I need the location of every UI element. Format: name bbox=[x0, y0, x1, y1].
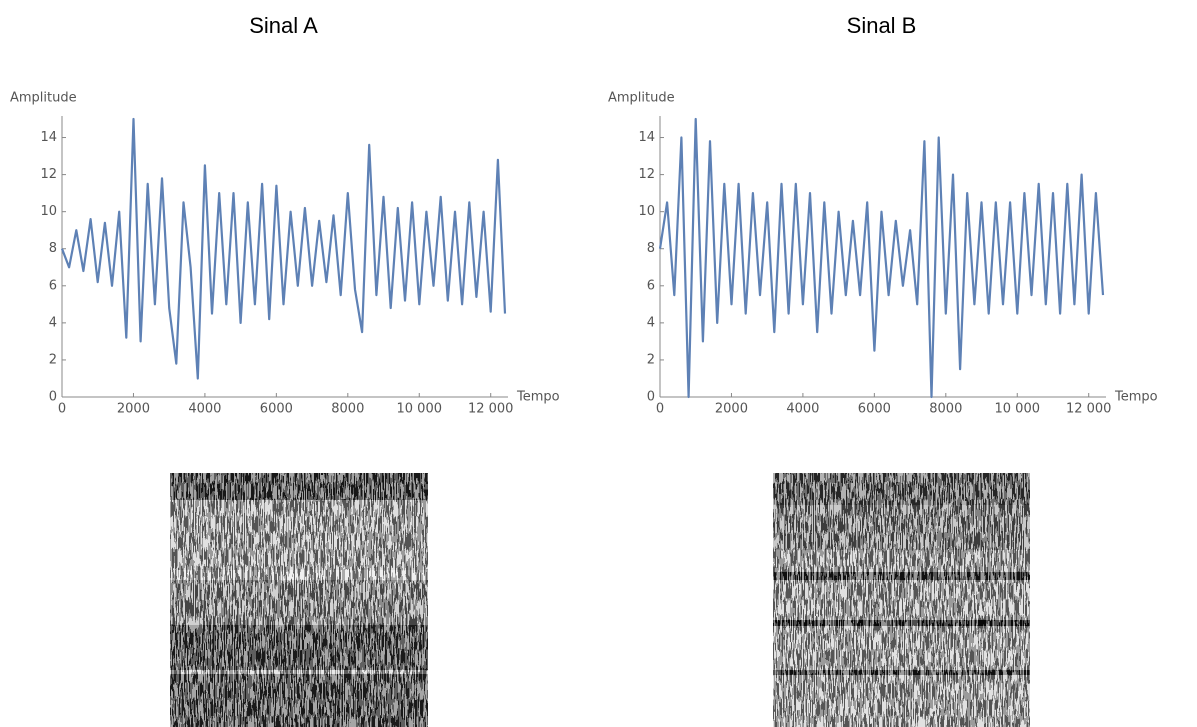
y-tick-label: 10 bbox=[40, 204, 57, 219]
x-tick-label: 12 000 bbox=[468, 402, 514, 417]
y-tick-label: 8 bbox=[647, 241, 655, 256]
x-tick-label: 4000 bbox=[188, 402, 221, 417]
x-tick-label: 6000 bbox=[858, 402, 891, 417]
x-tick-label: 10 000 bbox=[397, 402, 443, 417]
x-tick-label: 8000 bbox=[331, 402, 364, 417]
y-tick-label: 8 bbox=[49, 241, 57, 256]
chart-title: Sinal B bbox=[847, 13, 917, 38]
y-axis-label: Amplitude bbox=[608, 91, 675, 106]
chart-title: Sinal A bbox=[249, 13, 318, 38]
x-tick-label: 4000 bbox=[786, 402, 819, 417]
data-line bbox=[658, 117, 1105, 399]
y-tick-label: 14 bbox=[638, 130, 655, 145]
y-tick-label: 12 bbox=[40, 167, 57, 182]
y-tick-label: 10 bbox=[638, 204, 655, 219]
y-tick-label: 14 bbox=[40, 130, 57, 145]
x-tick-label: 6000 bbox=[260, 402, 293, 417]
y-tick-label: 2 bbox=[647, 352, 655, 367]
x-axis-label: Tempo bbox=[1114, 390, 1158, 405]
x-tick-label: 0 bbox=[58, 402, 66, 417]
y-tick-label: 4 bbox=[647, 315, 655, 330]
x-tick-label: 2000 bbox=[715, 402, 748, 417]
x-tick-label: 8000 bbox=[929, 402, 962, 417]
image-a bbox=[170, 473, 428, 727]
x-axis-label: Tempo bbox=[516, 390, 560, 405]
y-tick-label: 4 bbox=[49, 315, 57, 330]
x-tick-label: 10 000 bbox=[995, 402, 1041, 417]
x-tick-label: 12 000 bbox=[1066, 402, 1112, 417]
y-axis-label: Amplitude bbox=[10, 91, 77, 106]
data-line bbox=[60, 117, 507, 380]
x-tick-label: 2000 bbox=[117, 402, 150, 417]
x-tick-label: 0 bbox=[656, 402, 664, 417]
y-tick-label: 6 bbox=[49, 278, 57, 293]
y-tick-label: 6 bbox=[647, 278, 655, 293]
image-b bbox=[773, 473, 1030, 727]
y-tick-label: 0 bbox=[647, 390, 655, 405]
y-tick-label: 12 bbox=[638, 167, 655, 182]
y-tick-label: 2 bbox=[49, 352, 57, 367]
y-tick-label: 0 bbox=[49, 390, 57, 405]
